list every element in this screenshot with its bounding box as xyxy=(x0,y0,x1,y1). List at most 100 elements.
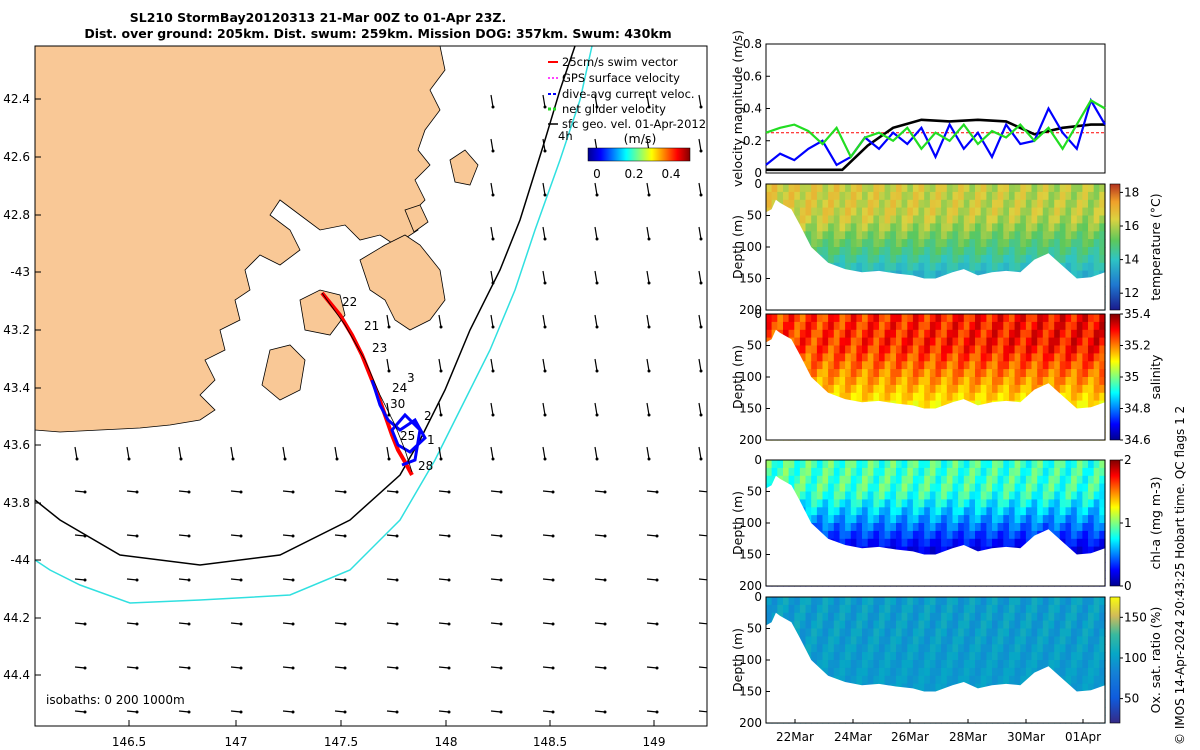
seabed-mask xyxy=(766,475,1105,586)
section-cell xyxy=(867,612,874,622)
section-cell xyxy=(896,199,903,209)
section-cell xyxy=(963,239,971,248)
section-cell xyxy=(884,215,891,224)
section-cell xyxy=(918,377,925,386)
section-cell xyxy=(1093,467,1100,477)
velocity-arrow xyxy=(126,534,138,537)
section-cell xyxy=(1093,475,1100,485)
section-cell xyxy=(788,467,795,477)
section-cell xyxy=(1009,460,1016,469)
section-cell xyxy=(766,612,773,622)
section-cell xyxy=(879,507,886,516)
section-cell xyxy=(839,507,846,516)
section-cell xyxy=(850,660,858,669)
legend-gps: GPS surface velocity xyxy=(562,71,680,85)
velocity-arrow xyxy=(698,358,702,372)
velocity-arrow xyxy=(178,622,190,625)
section-cell xyxy=(907,515,914,524)
section-cell xyxy=(1003,231,1010,240)
velocity-arrowhead xyxy=(343,666,347,670)
section-cell xyxy=(1009,515,1016,524)
section-cell xyxy=(822,247,829,256)
section-cell xyxy=(1025,223,1033,232)
time-tick-label: 26Mar xyxy=(891,730,929,744)
section-cell xyxy=(929,215,937,224)
section-cell xyxy=(1009,377,1016,386)
section-cell xyxy=(1025,361,1033,370)
section-cell xyxy=(1093,483,1100,493)
section-cell xyxy=(941,247,948,256)
section-cell xyxy=(1042,239,1050,248)
section-cell xyxy=(896,254,903,264)
section-cell xyxy=(1031,467,1038,477)
section-cell xyxy=(992,604,999,614)
section-cell xyxy=(1054,184,1061,193)
velocity-arrowhead xyxy=(395,622,399,626)
lat-tick-label: 44.4 xyxy=(3,668,30,682)
section-cell xyxy=(924,515,931,524)
section-cell xyxy=(924,667,931,677)
section-cell xyxy=(1003,321,1010,331)
section-cell xyxy=(969,361,976,370)
section-cell xyxy=(1088,321,1095,331)
section-cell xyxy=(992,207,999,217)
section-cell xyxy=(845,231,852,240)
section-cell xyxy=(935,675,942,685)
velocity-arrow xyxy=(386,578,398,581)
section-cell xyxy=(845,636,852,645)
section-cell xyxy=(997,604,1004,614)
section-cell xyxy=(850,337,858,347)
section-cell xyxy=(1076,239,1084,248)
section-cell xyxy=(958,223,965,232)
section-cell xyxy=(952,384,959,394)
section-cell xyxy=(963,314,971,323)
section-cell xyxy=(986,652,993,661)
section-cell xyxy=(963,207,971,217)
section-cell xyxy=(879,321,886,331)
velocity-arrowhead xyxy=(343,622,347,626)
section-cell xyxy=(1071,483,1078,493)
vel-ytick-label: 0.4 xyxy=(743,102,762,116)
section-cell xyxy=(924,636,931,645)
section-cell xyxy=(952,392,959,402)
velocity-arrow xyxy=(490,666,502,669)
velocity-arrow xyxy=(178,666,190,669)
section-cell xyxy=(783,612,790,622)
section-cell xyxy=(963,231,971,240)
section-cell xyxy=(980,499,987,508)
section-cell xyxy=(799,604,807,614)
velocity-arrowhead xyxy=(708,491,711,494)
section-cell xyxy=(879,483,886,493)
section-cell xyxy=(856,460,863,469)
section-cell xyxy=(980,507,987,516)
section-cell xyxy=(946,314,954,323)
section-cell xyxy=(997,191,1004,201)
section-cell xyxy=(992,361,999,370)
section-cell xyxy=(879,660,886,669)
section-cell xyxy=(1065,460,1072,469)
section-cell xyxy=(1014,475,1021,485)
section-cell xyxy=(924,207,931,217)
section-cell xyxy=(811,597,818,606)
section-cell xyxy=(890,247,897,256)
section-cell xyxy=(884,523,891,532)
section-cell xyxy=(777,191,784,201)
section-cell xyxy=(839,620,846,630)
section-cell xyxy=(992,515,999,524)
velocity-arrowhead xyxy=(447,534,451,538)
section-cell xyxy=(912,628,920,637)
section-cell xyxy=(794,215,801,224)
section-cell xyxy=(997,231,1004,240)
section-cell xyxy=(918,597,925,606)
section-cell xyxy=(896,660,903,669)
section-cell xyxy=(1076,223,1084,232)
section-cell xyxy=(873,337,880,347)
section-cell xyxy=(1088,239,1095,248)
section-cell xyxy=(884,191,891,201)
vel-ytick-label: 0 xyxy=(754,166,762,180)
section-cell xyxy=(958,597,965,606)
section-cell xyxy=(1071,491,1078,500)
section-cell xyxy=(1059,345,1067,354)
section-cell xyxy=(975,604,982,614)
